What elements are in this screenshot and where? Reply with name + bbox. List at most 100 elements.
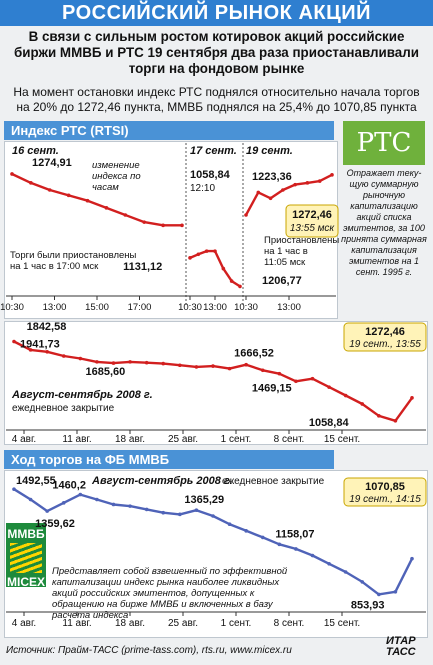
mmvb-daily-point-15 [260, 535, 265, 540]
rts-daily-label-1058: 1058,84 [309, 417, 350, 429]
rts-daily-point-19 [327, 385, 331, 389]
rts-day-label-0: 16 сент. [12, 145, 59, 157]
rts-daily-point-23 [393, 418, 398, 423]
rts-daily-point-3 [61, 354, 66, 358]
rts-daily-point-14 [244, 362, 248, 367]
rts-day3-halt-note-line-1: на 1 час в [264, 246, 308, 257]
rts-daily-point-0 [12, 339, 16, 344]
rts-intraday-1-point-0 [188, 256, 192, 260]
mmvb-logo-bottom: MICEX [6, 575, 45, 589]
mmvb-daily-point-16 [277, 542, 282, 547]
mmvb-daily-point-4 [78, 492, 83, 497]
rts-intraday-1-point-2 [204, 249, 209, 253]
mmvb-daily-point-23 [393, 589, 398, 594]
mmvb-tick-label-4: 1 сент. [221, 618, 252, 629]
rts-intraday-0-point-0 [10, 172, 14, 176]
rts-intraday-1-point-3 [213, 249, 217, 253]
rts-intraday-0-point-3 [66, 193, 71, 198]
mmvb-tick-label-3: 25 авг. [168, 618, 198, 629]
rts-daily-title: Август-сентябрь 2008 г. [11, 389, 153, 401]
rts-intraday-panel [4, 141, 338, 319]
mmvb-daily-point-3 [61, 501, 66, 505]
rts-intraday-tick-label-0-2: 15:00 [85, 302, 109, 313]
rts-daily-tick-label-2: 18 авг. [115, 434, 145, 445]
rts-daily-point-16 [277, 371, 282, 376]
mmvb-tick-label-5: 8 сент. [274, 618, 305, 629]
rts-intraday-0-point-8 [161, 223, 165, 228]
rts-intraday-2-point-5 [305, 181, 310, 185]
rts-intraday-tick-label-1-0: 10:30 [178, 302, 202, 313]
rts-intraday-2-point-1 [256, 190, 261, 195]
rts-daily-tick-label-4: 1 сент. [221, 434, 252, 445]
mmvb-daily-point-9 [161, 510, 166, 515]
rts-day3-last-time: 13:55 мск [290, 223, 336, 234]
rts-daily-tick-label-3: 25 авг. [168, 434, 198, 445]
rts-day3-high-label: 1223,36 [252, 171, 292, 183]
rts-intraday-tick-label-2-1: 13:00 [277, 302, 301, 313]
rts-daily-point-7 [128, 360, 132, 364]
rts-intraday-1-point-6 [238, 284, 242, 289]
mmvb-daily-point-20 [343, 570, 348, 574]
rts-intraday-0-point-1 [29, 181, 33, 185]
mmvb-daily-point-10 [178, 512, 182, 517]
mmvb-tick-label-1: 11 авг. [62, 618, 91, 629]
rts-daily-point-13 [227, 366, 232, 371]
rts-daily-label-1842: 1842,58 [27, 321, 67, 333]
mmvb-label-1359: 1359,62 [35, 518, 75, 530]
rts-daily-point-24 [410, 396, 414, 400]
mmvb-section-title: Ход торгов на ФБ ММВБ [4, 450, 334, 469]
rts-day3-low-label: 1206,77 [262, 275, 302, 287]
rts-intraday-2-point-2 [268, 196, 273, 201]
rts-day1-high-label: 1274,91 [32, 157, 72, 169]
mmvb-label-1492: 1492,55 [16, 475, 56, 487]
rts-intraday-0-point-4 [85, 198, 90, 203]
rts-day3-halt-note-line-0: Приостановлены [264, 235, 339, 246]
agency-logo-bottom: ТАСС [386, 646, 416, 658]
mmvb-last-time: 19 сент., 14:15 [349, 494, 421, 505]
rts-day1-halt-note-line-0: Торги были приостановлены [10, 250, 137, 261]
rts-intraday-tick-label-0-3: 17:00 [128, 302, 152, 313]
rts-day2-time-label: 12:10 [190, 183, 215, 194]
subhead: На момент остановки индекс РТС поднялся … [13, 85, 420, 114]
mmvb-daily-point-21 [360, 580, 365, 584]
mmvb-last-box [343, 477, 427, 507]
rts-intraday-1-point-5 [229, 279, 234, 283]
rts-daily-point-22 [377, 414, 381, 418]
mmvb-logo-emblem [10, 543, 42, 573]
rts-section-title: Индекс РТС (RTSI) [4, 121, 334, 140]
rts-day2-value-label: 1058,84 [190, 169, 231, 181]
rts-day3-last-value: 1272,46 [292, 209, 332, 221]
rts-daily-point-10 [178, 363, 182, 368]
mmvb-daily-point-17 [294, 547, 298, 551]
mmvb-tick-label-6: 15 сент. [324, 618, 360, 629]
mmvb-logo: ММВБ MICEX [6, 523, 46, 589]
agency-logo: ИТАР ТАСС [386, 636, 416, 658]
mmvb-daily-point-7 [128, 504, 132, 508]
rts-daily-point-17 [294, 379, 298, 384]
rts-daily-point-5 [95, 360, 99, 364]
rts-intraday-0-point-2 [47, 188, 52, 192]
mmvb-daily-point-18 [310, 553, 315, 558]
rts-day1-halt-note-line-1: на 1 час в 17:00 мск [10, 261, 99, 272]
mmvb-daily-point-24 [410, 556, 414, 561]
rts-intraday-0-point-5 [104, 206, 109, 210]
rts-daily-last-box [343, 322, 427, 352]
rts-intraday-0-line [11, 172, 182, 227]
rts-intraday-0-point-6 [123, 213, 128, 217]
page-title: РОССИЙСКИЙ РЫНОК АКЦИЙ [0, 0, 433, 26]
rts-daily-tick-label-5: 8 сент. [274, 434, 305, 445]
agency-logo-top: ИТАР [386, 635, 416, 647]
source-note: Источник: Прайм-ТАСС (prime-tass.com), r… [6, 645, 292, 656]
rts-daily-point-15 [260, 368, 265, 373]
mmvb-daily-point-8 [144, 507, 149, 512]
mmvb-last-value: 1070,85 [365, 481, 405, 493]
rts-daily-point-1 [28, 348, 33, 352]
rts-intraday-tick-label-0-1: 13:00 [43, 302, 67, 313]
rts-intraday-2-point-0 [244, 213, 248, 217]
mmvb-daily-point-2 [45, 509, 49, 513]
mmvb-daily-point-6 [111, 502, 116, 507]
rts-hours-note-line-2: часам [92, 182, 119, 193]
mmvb-daily-point-0 [12, 487, 16, 492]
mmvb-label-1460: 1460,2 [52, 480, 86, 492]
